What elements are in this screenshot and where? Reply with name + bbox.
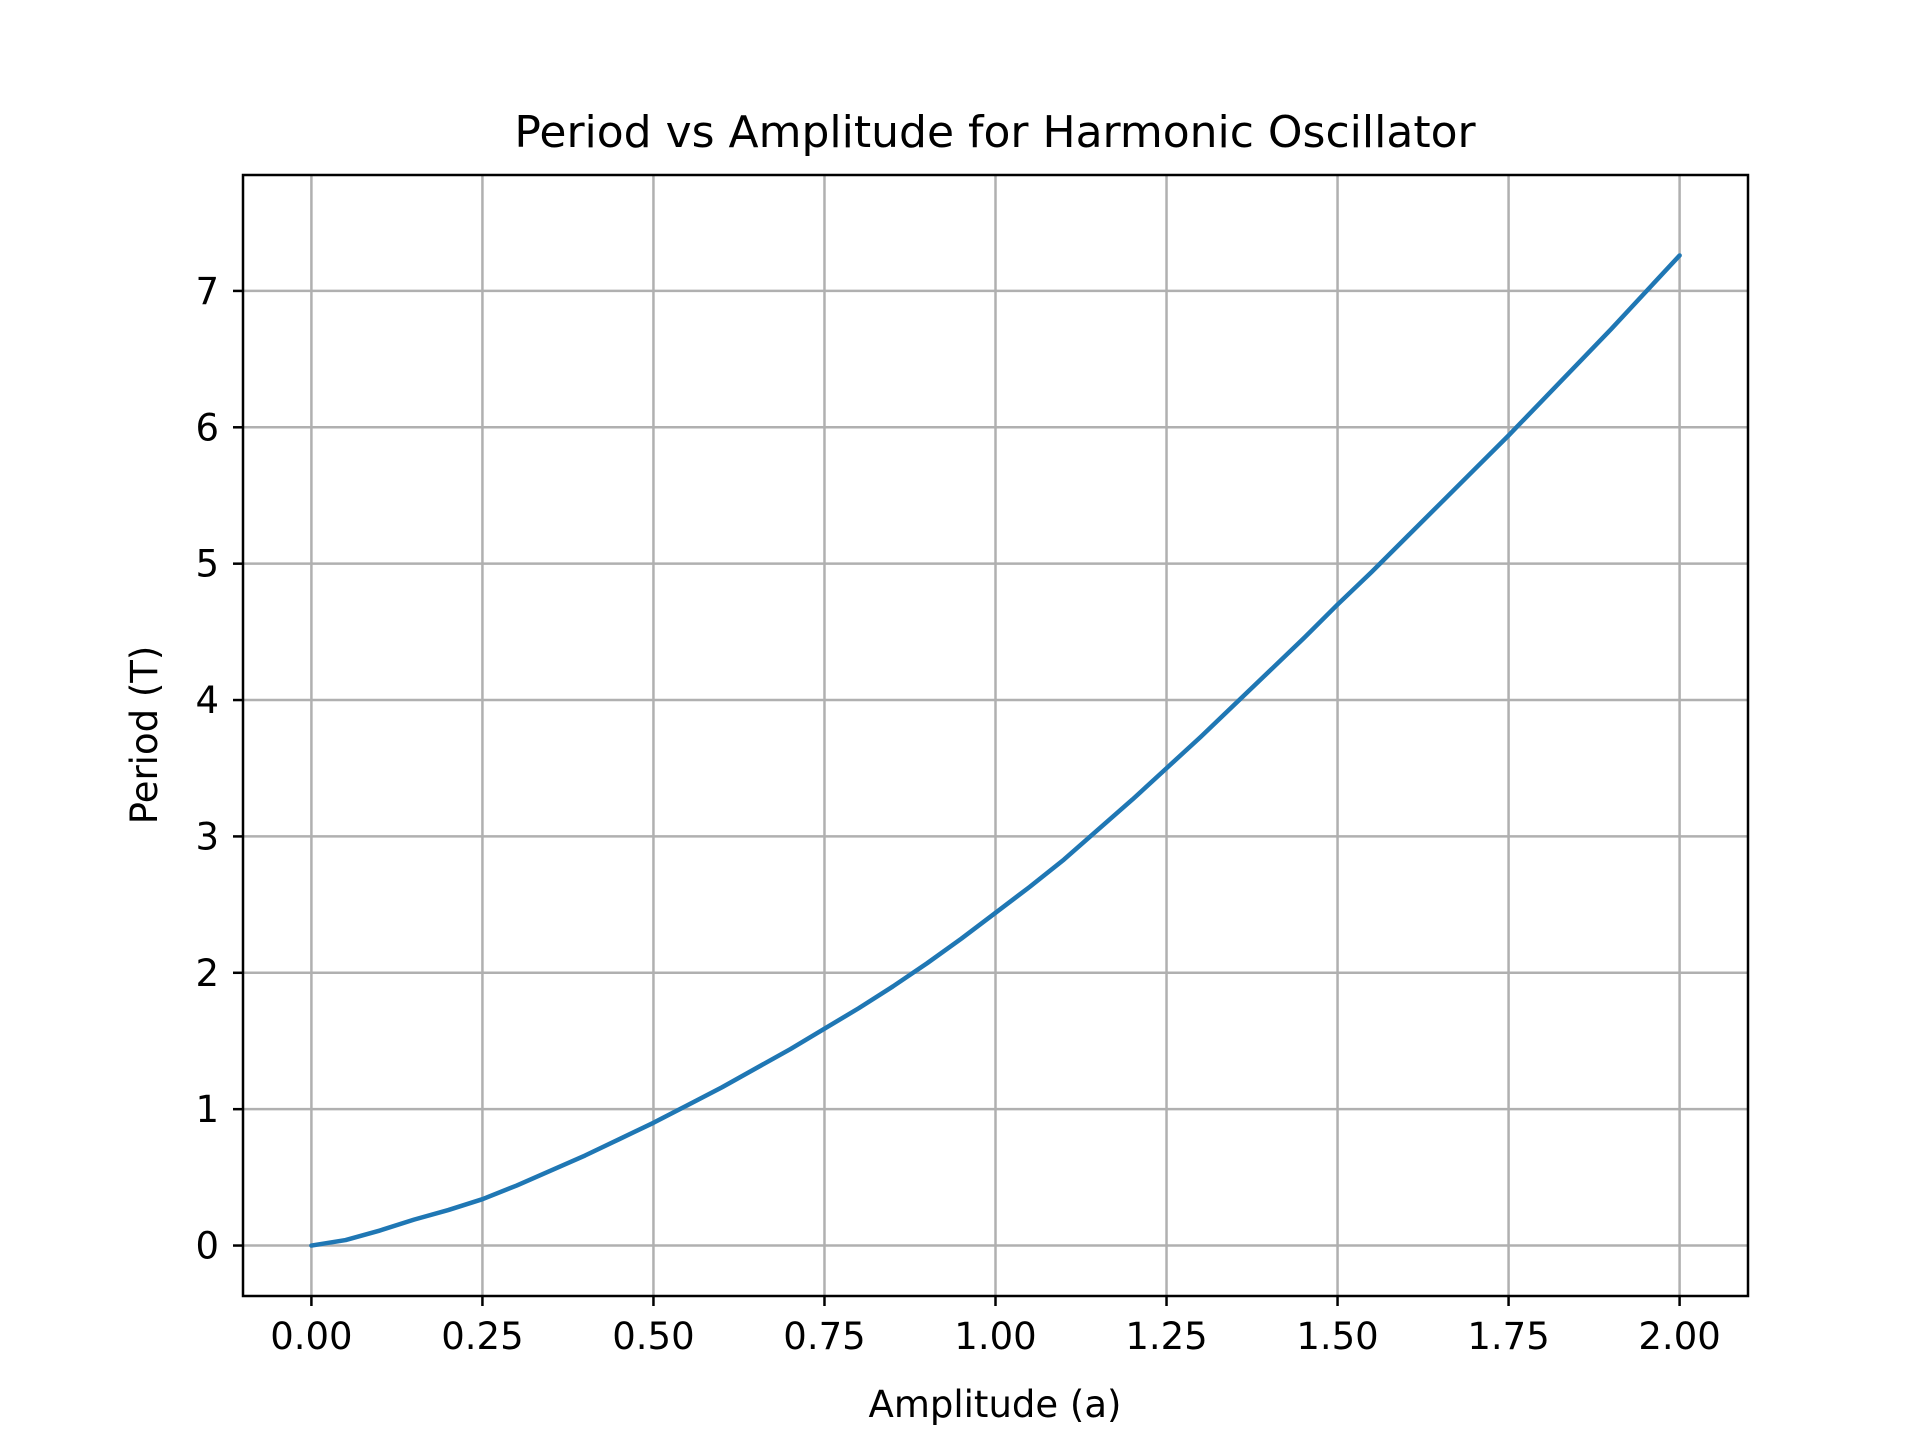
y-tick-label: 5	[195, 543, 219, 586]
series-line	[309, 253, 1682, 1248]
y-tick-label: 2	[195, 952, 219, 995]
x-tick-label: 1.00	[954, 1315, 1036, 1358]
x-tick-label: 1.75	[1467, 1315, 1549, 1358]
x-tick-label: 0.00	[270, 1315, 352, 1358]
y-axis-label: Period (T)	[123, 646, 166, 825]
axis-ticks: 0.00 0.25 0.50 0.75 1.00 1.25 1.50 1.75 2.00 0 1 2 3…	[195, 270, 1720, 1358]
x-tick-label: 1.25	[1125, 1315, 1207, 1358]
y-tick-label: 0	[195, 1225, 219, 1268]
y-tick-label: 7	[195, 270, 219, 313]
chart-title: Period vs Amplitude for Harmonic Oscilla…	[514, 107, 1476, 158]
x-tick-label: 1.50	[1296, 1315, 1378, 1358]
x-tick-label: 0.75	[783, 1315, 865, 1358]
y-tick-label: 6	[195, 406, 219, 449]
y-tick-label: 4	[195, 679, 219, 722]
y-tick-label: 3	[195, 815, 219, 858]
series-layer	[309, 253, 1682, 1248]
grid	[243, 175, 1748, 1296]
x-tick-label: 0.25	[441, 1315, 523, 1358]
x-tick-label: 0.50	[612, 1315, 694, 1358]
y-tick-label: 1	[195, 1088, 219, 1131]
x-tick-label: 2.00	[1638, 1315, 1720, 1358]
x-axis-label: Amplitude (a)	[869, 1383, 1122, 1426]
